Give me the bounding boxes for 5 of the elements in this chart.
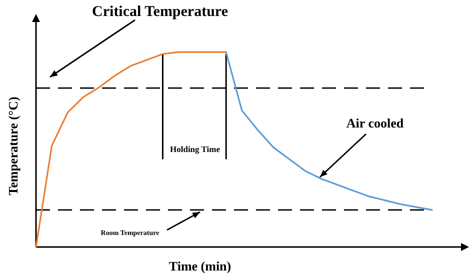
x-axis-title: Time (min)	[168, 258, 232, 274]
annotation: Holding Time	[170, 144, 220, 154]
y-axis-title: Temperature (°C)	[5, 96, 20, 196]
text: Critical Temperature	[92, 4, 228, 20]
annotation: Air cooled	[346, 115, 404, 130]
